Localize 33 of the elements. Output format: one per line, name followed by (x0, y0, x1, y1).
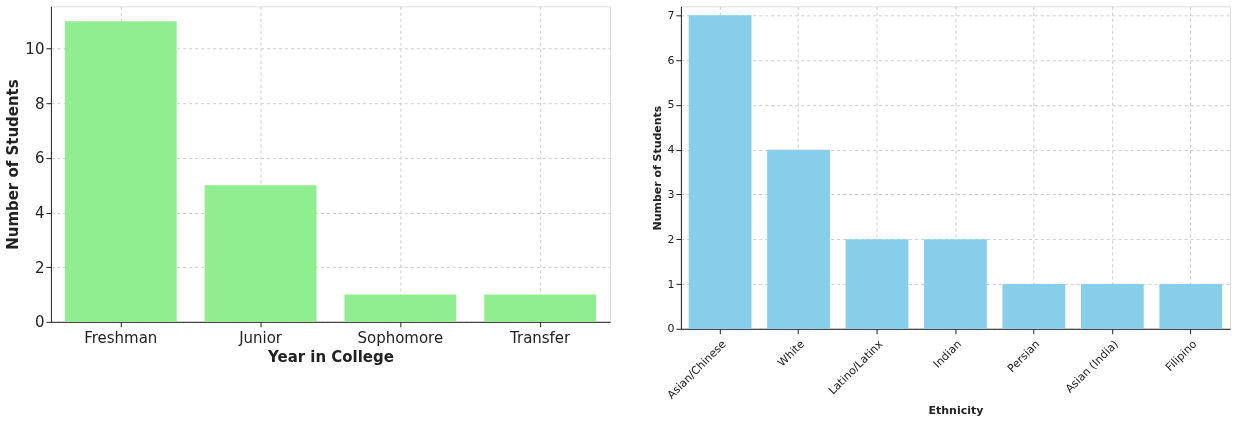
y-tick-label: 7 (667, 8, 675, 22)
x-tick-label: Sophomore (357, 329, 444, 348)
y-tick-label: 3 (667, 187, 675, 201)
bar (484, 294, 597, 322)
y-tick-label: 10 (25, 40, 45, 59)
bar (924, 239, 987, 329)
y-axis-title: Number of Students (4, 79, 23, 250)
x-axis-title: Year in College (267, 348, 394, 367)
bar (688, 15, 752, 329)
bar (1159, 284, 1223, 329)
y-tick-label: 0 (667, 322, 675, 336)
y-axis-title: Number of Students (651, 105, 665, 231)
x-tick-label: Junior (238, 329, 283, 348)
y-tick-label: 4 (667, 143, 675, 157)
y-tick-label: 4 (34, 204, 45, 223)
bar (1002, 284, 1066, 329)
bar (767, 149, 830, 329)
bar (845, 239, 909, 329)
y-tick-label: 6 (34, 149, 45, 168)
x-axis-title: Ethnicity (928, 403, 984, 417)
y-tick-label: 2 (667, 232, 675, 246)
x-tick-label: Freshman (84, 329, 158, 348)
x-tick-label: Transfer (509, 329, 572, 348)
y-tick-label: 5 (667, 98, 675, 112)
y-tick-label: 2 (34, 258, 45, 277)
bar (64, 21, 177, 322)
y-tick-label: 0 (34, 313, 45, 332)
bar (1080, 284, 1144, 329)
bar (344, 294, 457, 322)
y-tick-label: 6 (667, 53, 675, 67)
y-tick-label: 1 (667, 277, 675, 291)
bar (204, 185, 317, 322)
y-tick-label: 8 (34, 94, 45, 113)
